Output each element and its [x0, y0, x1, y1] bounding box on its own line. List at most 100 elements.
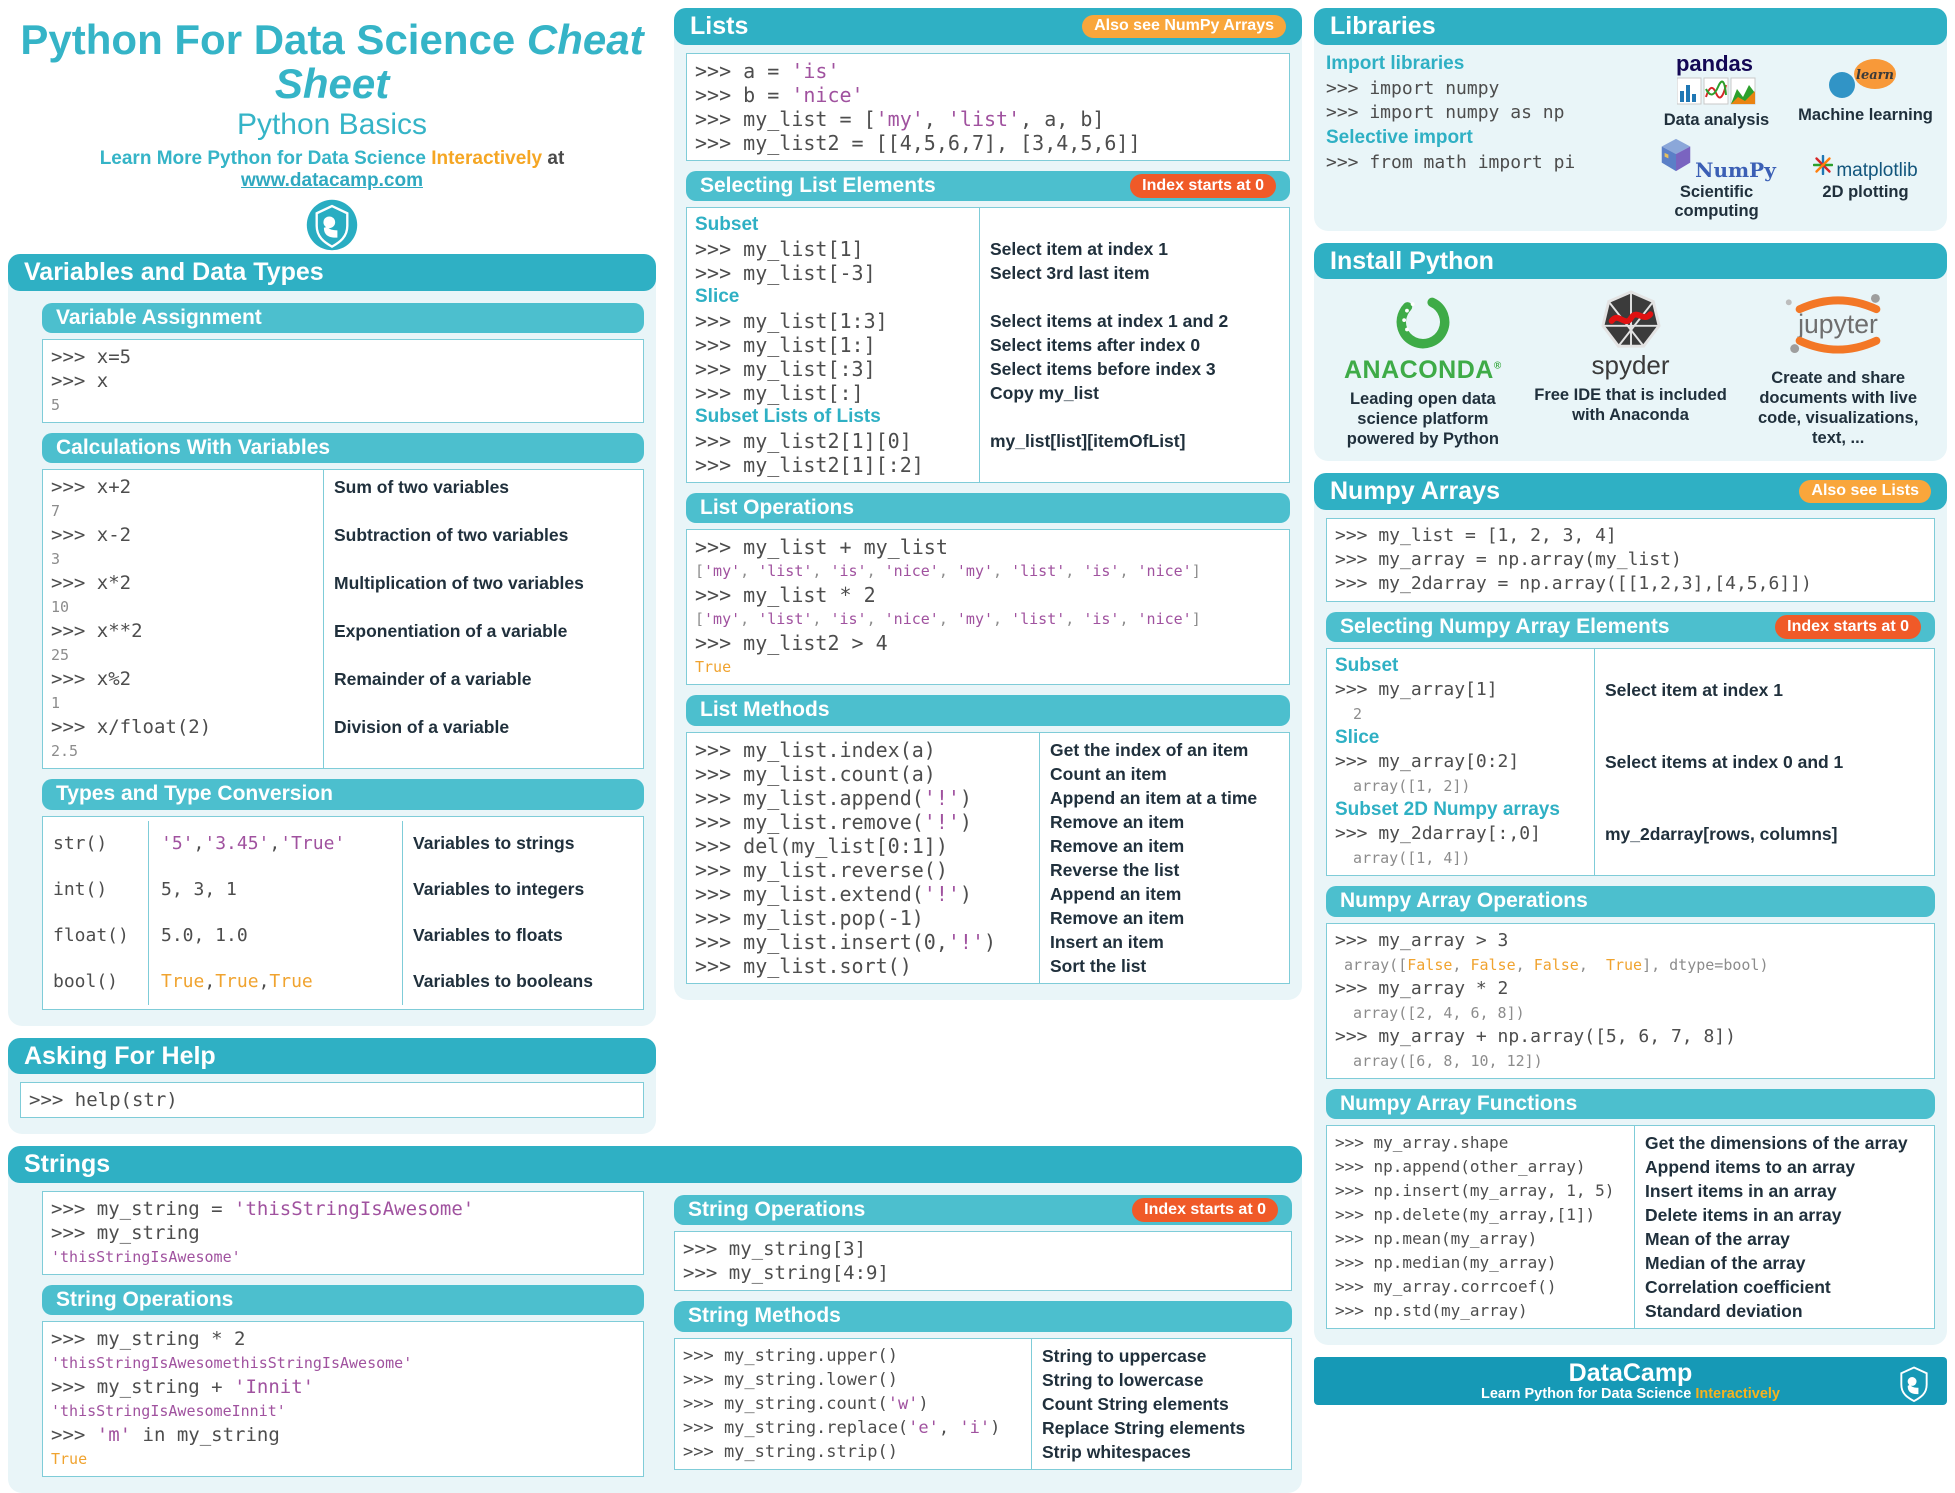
description: Multiplication of two variables — [334, 573, 584, 594]
code-line: >>> my_array + np.array([5, 6, 7, 8]) — [1335, 1025, 1736, 1047]
section-header-libraries: Libraries — [1314, 8, 1947, 45]
section-header-lists: Lists Also see NumPy Arrays — [674, 8, 1302, 45]
code-line: >>> my_array[0:2] — [1335, 751, 1520, 773]
code-line: >>> my_list2 = [[4,5,6,7], [3,4,5,6]] — [695, 130, 1141, 155]
description: Exponentiation of a variable — [334, 621, 568, 642]
library-logos-grid: pandas Data analysis learn Machine learn… — [1647, 51, 1935, 221]
code-line: >>> b = 'nice' — [695, 82, 864, 107]
code-box: >>> my_string.upper() >>> my_string.lower… — [674, 1337, 1292, 1470]
description: Strip whitespaces — [1042, 1441, 1191, 1462]
description — [1605, 846, 1924, 870]
code-line: >>> my_string — [51, 1222, 200, 1245]
code-line: >>> my_2darray[:,0] — [1335, 823, 1541, 845]
type-conversion-row: bool() True, True, True Variables to boole… — [43, 958, 643, 1005]
code-output-line: array([6, 8, 10, 12]) — [1335, 1051, 1543, 1070]
code-line: >>> my_string.lower() — [683, 1369, 898, 1390]
code-line: >>> my_list[-3] — [695, 261, 876, 285]
tagline-at: at — [547, 148, 565, 170]
description — [1605, 798, 1924, 822]
description — [1605, 702, 1924, 726]
code-line: >>> my_string.upper() — [683, 1345, 898, 1366]
code-line: >>> x+2 — [51, 476, 132, 499]
section-body: >>> a = 'is' >>> b = 'nice' >>> my_list = … — [674, 45, 1302, 1000]
code-line: >>> help(str) — [29, 1089, 178, 1112]
code-line: >>> my_list[:] — [695, 381, 864, 405]
description: Select items at index 0 and 1 — [1605, 752, 1844, 773]
code-column: >>> x+2 7 >>> x-2 3 >>> x*2 10 >>> x**2 25 >>> x… — [43, 470, 323, 768]
code-line: >>> my_list[1:3] — [695, 309, 888, 333]
code-output-line: 'thisStringIsAwesomethisStringIsAwesome' — [51, 1354, 413, 1373]
description: Delete items in an array — [1645, 1204, 1842, 1225]
datacamp-logo-icon — [305, 198, 359, 252]
code-line: >>> my_string[3] — [683, 1238, 867, 1261]
code-line: >>> import numpy — [1326, 77, 1500, 99]
code-line: >>> my_array > 3 — [1335, 929, 1509, 951]
code-output-line: array([1, 2]) — [1335, 777, 1471, 796]
description: Append an item — [1050, 883, 1182, 904]
code-line: >>> my_list[1] — [695, 237, 864, 261]
title-cheat-sheet: Cheat Sheet — [274, 16, 644, 108]
code-line: >>> my_list.pop(-1) — [695, 905, 924, 930]
description: Remove an item — [1050, 811, 1185, 832]
section-header-variables: Variables and Data Types — [8, 254, 656, 291]
code-line: >>> my_list2[1][:2] — [695, 453, 924, 477]
strings-columns: >>> my_string = 'thisStringIsAwesome' >>>… — [8, 1183, 1302, 1493]
code-line: >>> my_array.shape — [1335, 1132, 1509, 1152]
datacamp-link[interactable]: www.datacamp.com — [241, 170, 423, 192]
section-strings: Strings >>> my_string = 'thisStringIsAwe… — [8, 1146, 1302, 1493]
code-line: >>> 'm' in my_string — [51, 1424, 280, 1447]
anaconda-logo-text: ANACONDA® — [1343, 356, 1502, 385]
section-title: Numpy Arrays — [1330, 477, 1500, 506]
section-body: >>> help(str) — [8, 1074, 656, 1134]
description: Division of a variable — [334, 717, 510, 738]
description: Standard deviation — [1645, 1300, 1803, 1321]
code-line: >>> my_string = 'thisStringIsAwesome' — [51, 1198, 475, 1221]
footer-tagline-prefix: Learn Python for Data Science — [1481, 1385, 1692, 1402]
footer-text: DataCamp Learn Python for Data Science I… — [1328, 1360, 1933, 1402]
code-line: >>> my_list.remove('!') — [695, 809, 972, 834]
code-line: >>> a = 'is' — [695, 58, 840, 83]
description: Remainder of a variable — [334, 669, 532, 690]
anaconda-caption: Leading open data science platform power… — [1346, 390, 1499, 449]
description: Sort the list — [1050, 955, 1147, 976]
section-asking-for-help: Asking For Help >>> help(str) — [8, 1037, 656, 1135]
description-column: Sum of two variables Subtraction of two … — [323, 470, 643, 769]
description: Subtraction of two variables — [334, 525, 569, 546]
code-line: >>> my_list.append('!') — [695, 785, 972, 810]
description — [334, 691, 633, 715]
code-line: >>> my_list.sort() — [695, 953, 912, 978]
code-box: >>> my_array.shape >>> np.append(other_ar… — [1326, 1124, 1935, 1329]
page-title: Python For Data Science Cheat Sheet — [14, 16, 650, 108]
description: my_list[list][itemOfList] — [990, 431, 1186, 451]
subsection-list-operations: List Operations — [686, 493, 1290, 524]
subsection-list-methods: List Methods — [686, 695, 1290, 726]
code-group-label: Subset 2D Numpy arrays — [1335, 799, 1560, 821]
index-starts-badge: Index starts at 0 — [1130, 173, 1276, 198]
code-output-line: 10 — [51, 598, 70, 617]
spyder-logo-text: spyder — [1591, 350, 1670, 381]
numpy-cell: NumPy Scientific computing — [1647, 136, 1786, 221]
code-line: >>> my_string + 'Innit' — [51, 1376, 315, 1399]
anaconda-cell: ANACONDA® Leading open data science plat… — [1324, 289, 1522, 449]
title-block: Python For Data Science Cheat Sheet Pyth… — [8, 8, 656, 254]
code-line: >>> my_array.corrcoef() — [1335, 1276, 1557, 1296]
code-box: >>> my_list.index(a) >>> my_list.count(a)… — [686, 731, 1290, 984]
code-box: >>> my_string = 'thisStringIsAwesome' >>>… — [42, 1191, 644, 1276]
code-output-line: 3 — [51, 550, 61, 569]
code-line: >>> my_list + my_list — [695, 535, 948, 560]
code-line: >>> my_string.strip() — [683, 1441, 898, 1462]
code-group-label: Subset Lists of Lists — [695, 406, 881, 427]
matplotlib-caption: 2D plotting — [1822, 182, 1909, 201]
code-line: >>> my_list.extend('!') — [695, 881, 972, 906]
code-box: >>> my_array > 3 array([False, False, Fa… — [1326, 922, 1935, 1079]
section-title: Lists — [690, 12, 749, 40]
code-line: >>> my_string.count('w') — [683, 1393, 929, 1414]
matplotlib-star-icon — [1813, 154, 1834, 175]
type-conversion-row: int() 5, 3, 1 Variables to integers — [43, 866, 643, 913]
type-function: str() — [53, 833, 108, 855]
code-line: >>> np.delete(my_array,[1]) — [1335, 1204, 1596, 1224]
code-line: >>> np.append(other_array) — [1335, 1156, 1586, 1176]
code-output-line: 25 — [51, 646, 70, 665]
code-line: >>> my_string.replace('e', 'i') — [683, 1417, 1001, 1438]
subsection-title: String Methods — [688, 1304, 841, 1328]
